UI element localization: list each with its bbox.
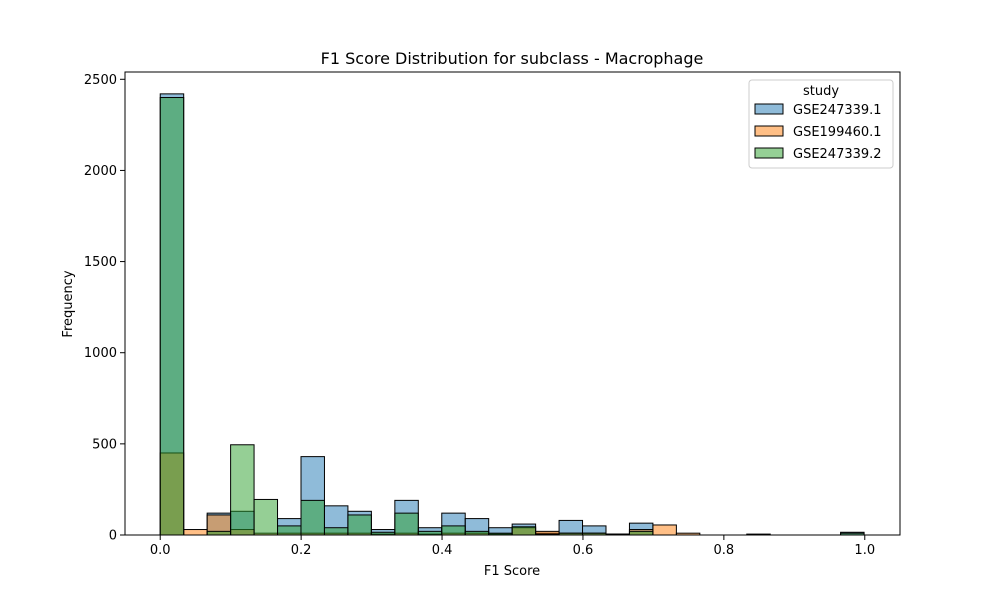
histogram-bar: [394, 512, 419, 536]
y-tick-label: 500: [92, 437, 117, 452]
histogram-bar: [628, 530, 654, 536]
plot-frame: [124, 71, 901, 536]
y-tick-label: 1500: [84, 255, 117, 270]
histogram-bar: [441, 525, 466, 536]
y-tick-label: 2000: [84, 164, 117, 179]
legend-box: [748, 79, 894, 169]
histogram-bar: [183, 529, 208, 536]
histogram-bar: [300, 499, 325, 536]
chart-title: F1 Score Distribution for subclass - Mac…: [321, 49, 704, 68]
histogram-bar: [511, 526, 537, 536]
legend-label: GSE247339.1: [793, 103, 882, 118]
legend-label: GSE247339.2: [793, 147, 882, 162]
histogram-bar: [417, 530, 443, 536]
x-tick-label: 1.0: [854, 543, 875, 558]
histogram-bar: [206, 530, 232, 536]
legend-swatch: [754, 147, 784, 159]
histogram-bar: [159, 97, 185, 536]
histogram-bar: [347, 514, 372, 536]
histogram-bar: [277, 525, 302, 536]
x-axis-label: F1 Score: [484, 564, 540, 579]
legend-item: GSE199460.1: [754, 125, 882, 140]
x-tick-label: 0.0: [150, 543, 171, 558]
legend: study GSE247339.1 GSE199460.1 GSE247339.2: [748, 79, 894, 169]
y-tick-label: 0: [109, 529, 117, 544]
x-tick-label: 0.4: [432, 543, 453, 558]
x-tick-label: 0.8: [714, 543, 735, 558]
legend-label: GSE199460.1: [793, 125, 882, 140]
histogram-bar: [652, 524, 677, 536]
histogram-bar: [323, 527, 349, 536]
legend-item: GSE247339.2: [754, 147, 882, 162]
x-axis-ticks: 0.0 0.2 0.4 0.6 0.8 1.0: [150, 535, 875, 558]
legend-swatch: [754, 125, 784, 137]
x-tick-label: 0.6: [573, 543, 594, 558]
legend-title: study: [803, 84, 839, 99]
y-axis-label: Frequency: [61, 270, 76, 337]
x-tick-label: 0.2: [291, 543, 312, 558]
legend-items: GSE247339.1 GSE199460.1 GSE247339.2: [754, 103, 882, 162]
y-tick-label: 1000: [84, 346, 117, 361]
legend-item: GSE247339.1: [754, 103, 882, 118]
y-tick-label: 2500: [84, 73, 117, 88]
histogram-bar: [253, 498, 279, 536]
legend-swatch: [754, 103, 784, 115]
histogram-bar: [464, 530, 490, 536]
bars-group: [159, 93, 865, 536]
histogram-bar: [230, 444, 255, 536]
y-axis-ticks: 0 500 1000 1500 2000 2500: [84, 73, 125, 544]
